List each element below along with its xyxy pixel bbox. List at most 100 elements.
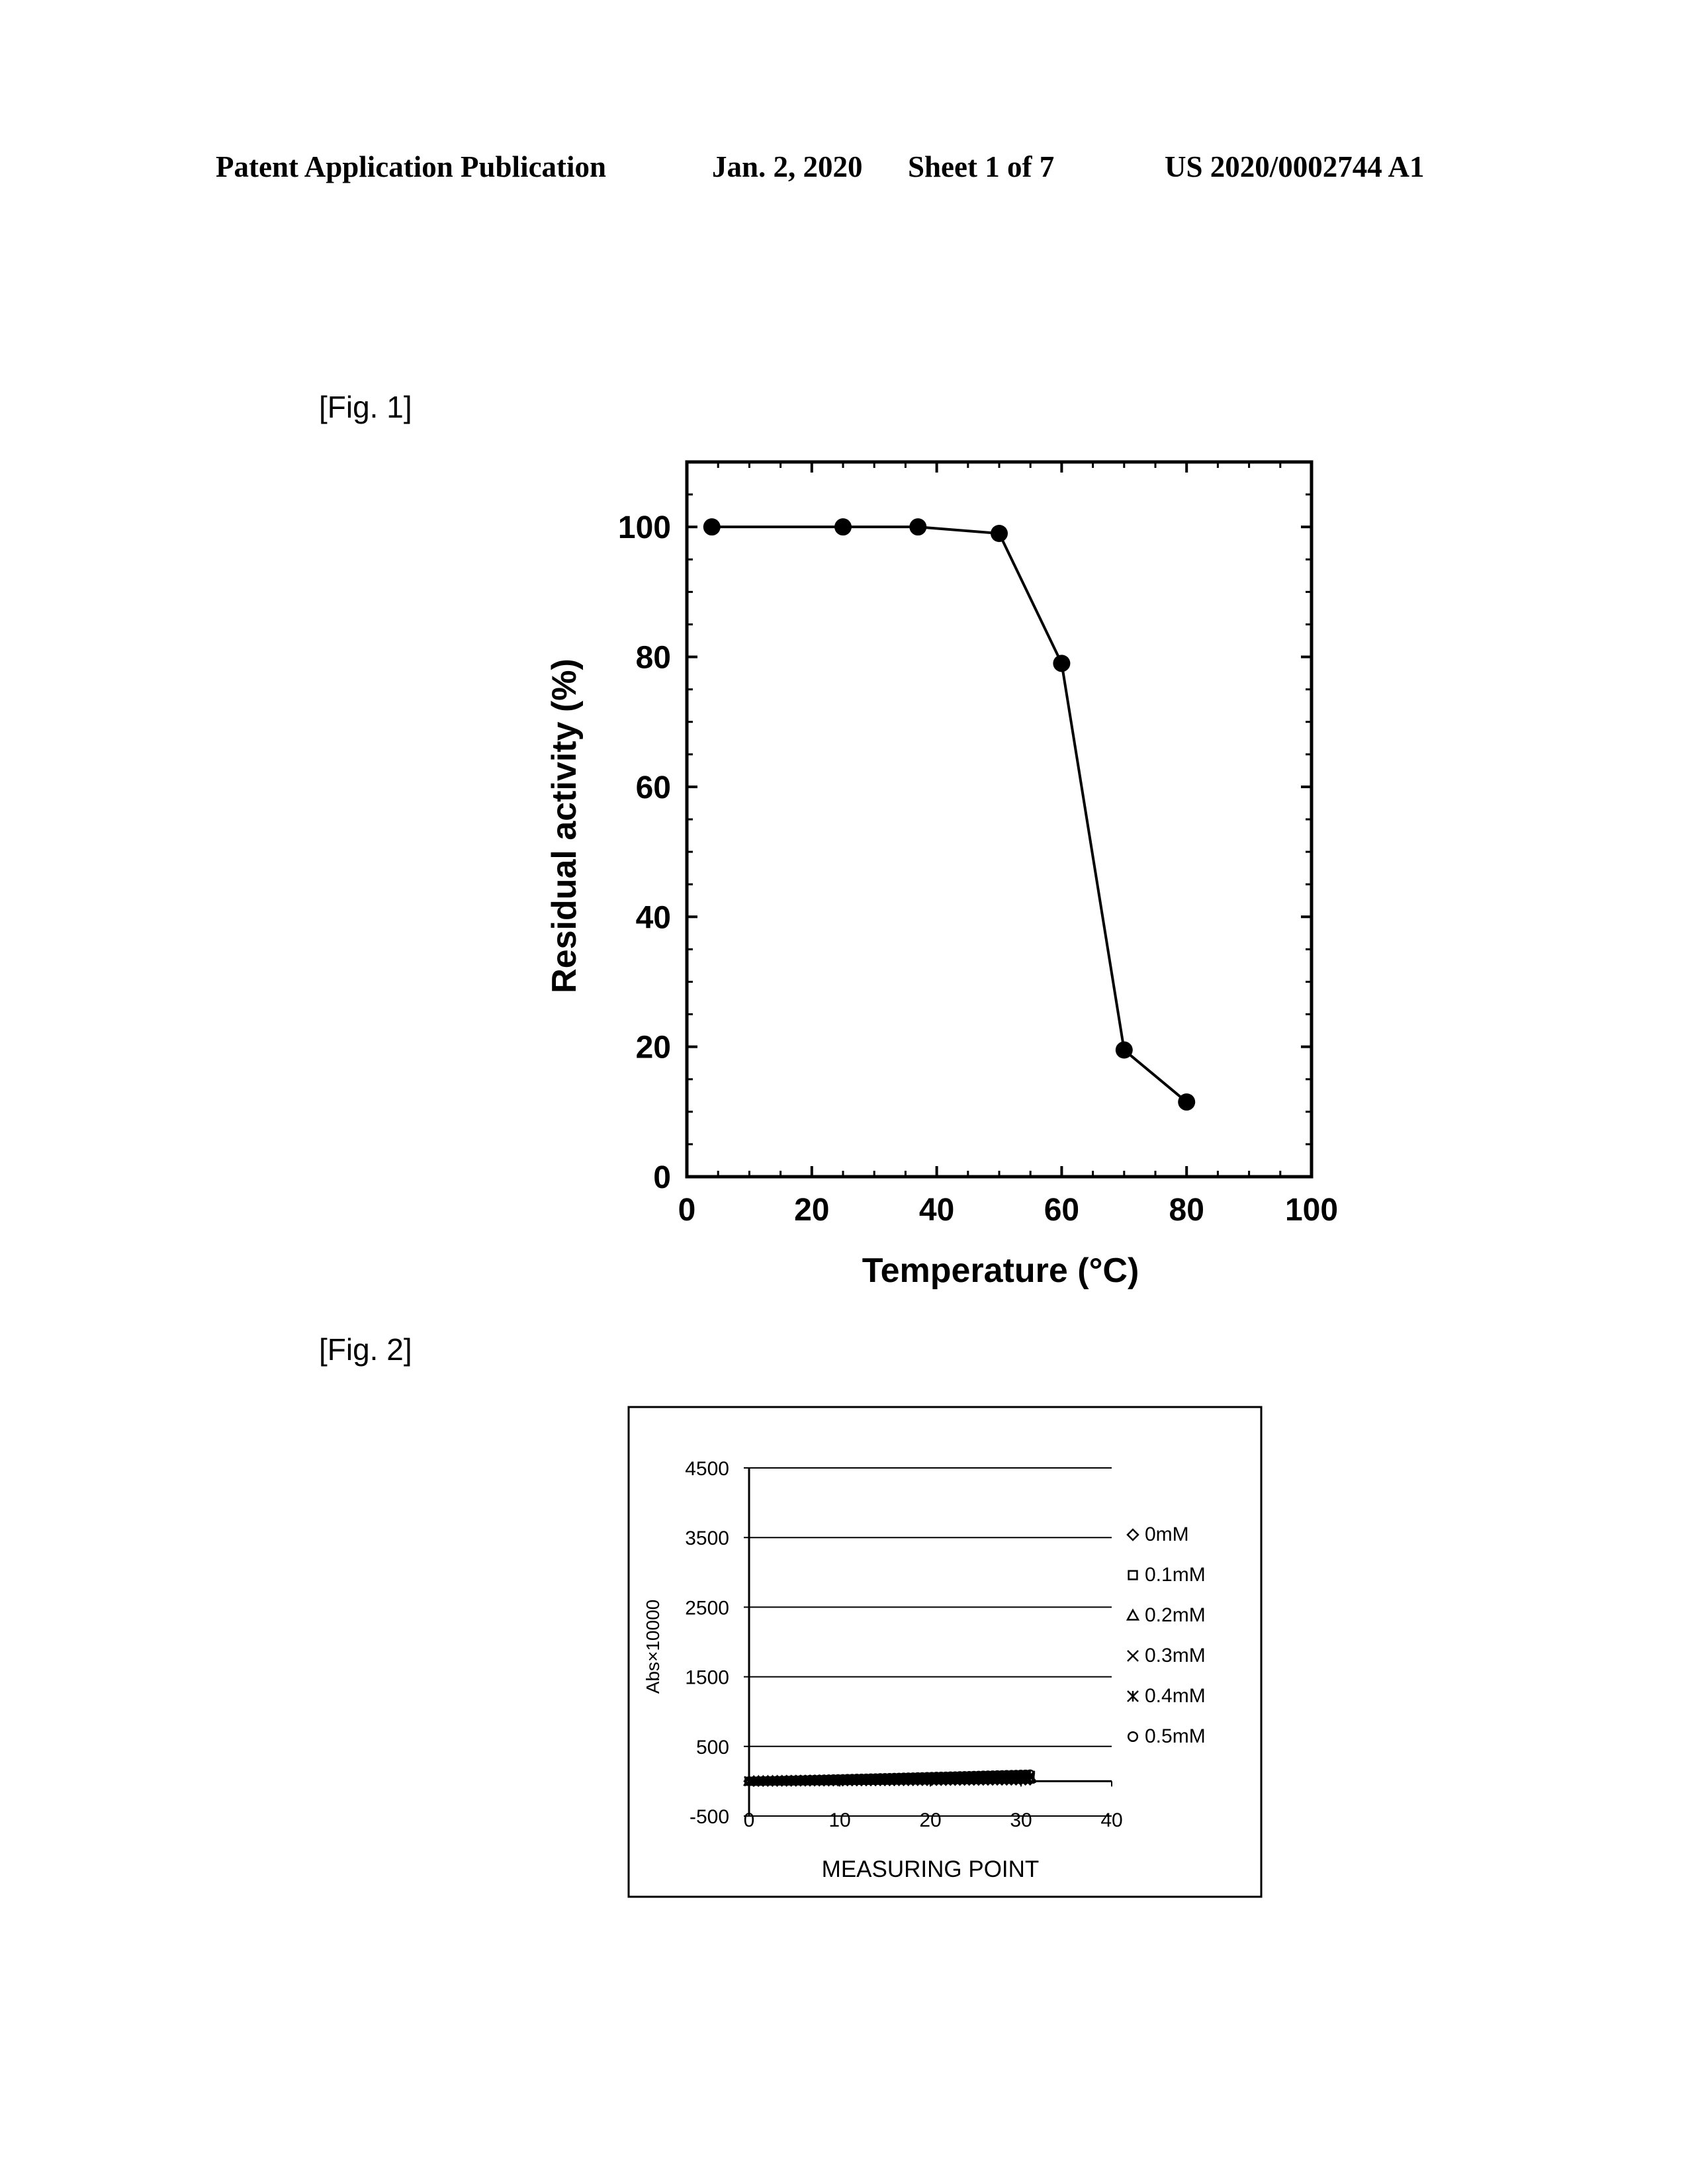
- fig1-y-tick-label: 40: [636, 900, 671, 935]
- fig2-legend-label: 0.4mM: [1145, 1685, 1206, 1707]
- fig2-data-point: [936, 1772, 946, 1782]
- fig1-x-tick-label: 20: [794, 1193, 829, 1228]
- fig2-data-point: [866, 1773, 876, 1784]
- fig1-y-tick-label: 80: [636, 641, 671, 676]
- fig2-data-point: [917, 1772, 928, 1782]
- fig2-data-point: [931, 1772, 942, 1782]
- fig2-legend: 0mM 0.1mM 0.2mM 0.3mM 0.4mM 0.5mM: [1126, 1524, 1206, 1747]
- fig2-data-point: [777, 1775, 787, 1786]
- fig2-data-point: [772, 1776, 782, 1786]
- fig2-data-point: [781, 1775, 791, 1786]
- fig1-label: [Fig. 1]: [319, 390, 412, 424]
- fig1-x-tick-label: 100: [1285, 1193, 1338, 1228]
- fig2-data-point: [978, 1770, 989, 1780]
- fig2-x-tick-label: 20: [919, 1809, 941, 1831]
- fig2-data-point: [748, 1776, 759, 1786]
- fig2-legend-marker: [1127, 1690, 1139, 1702]
- fig2-data-point: [809, 1774, 820, 1785]
- fig2-data-point: [758, 1776, 768, 1786]
- fig2-data-point: [964, 1770, 974, 1781]
- fig2-data-point: [955, 1771, 965, 1781]
- fig2-data-point: [959, 1771, 969, 1781]
- fig1-x-tick-label: 40: [919, 1193, 954, 1228]
- fig2-data-point: [824, 1774, 834, 1784]
- fig2-data-point: [852, 1774, 862, 1784]
- fig2-data-point: [908, 1772, 918, 1782]
- fig1-y-tick-label: 60: [636, 770, 671, 805]
- fig1-data-point: [909, 518, 927, 536]
- fig1-y-tick-label: 20: [636, 1030, 671, 1066]
- fig2-data-point: [899, 1772, 909, 1782]
- fig1-data-point: [703, 518, 721, 536]
- header-date: Jan. 2, 2020: [712, 150, 863, 183]
- fig2-data-point: [753, 1776, 764, 1786]
- fig2-data-point: [926, 1772, 937, 1782]
- fig2-data-point: [814, 1774, 825, 1784]
- fig2-x-tick-label: 10: [828, 1809, 850, 1831]
- fig2-y-tick-label: -500: [690, 1806, 729, 1828]
- fig2-data-point: [768, 1776, 778, 1786]
- fig2-data-point: [885, 1772, 895, 1783]
- fig2-legend-label: 0.5mM: [1145, 1725, 1206, 1747]
- fig2-legend-label: 0mM: [1145, 1524, 1189, 1545]
- fig2-x-axis-label: MEASURING POINT: [822, 1856, 1040, 1882]
- header-number: US 2020/0002744 A1: [1165, 150, 1425, 183]
- header-sheet: Sheet 1 of 7: [908, 150, 1055, 183]
- fig2-legend-marker: [1127, 1731, 1139, 1743]
- fig1-data-point: [991, 525, 1008, 542]
- fig2-data-point: [861, 1773, 871, 1784]
- fig2-data-point: [795, 1775, 806, 1785]
- fig2-data-point: [1020, 1769, 1030, 1780]
- fig1-y-axis-label: Residual activity (%): [545, 659, 584, 993]
- fig2-data-point: [791, 1775, 801, 1785]
- fig2-label: [Fig. 2]: [319, 1332, 412, 1367]
- fig2-data-point: [950, 1771, 960, 1781]
- fig1-data-point: [1115, 1041, 1133, 1059]
- fig2-data-point: [941, 1771, 951, 1782]
- fig2-data-point: [870, 1773, 881, 1783]
- fig2-data-point: [894, 1772, 904, 1782]
- fig2-data-point: [946, 1771, 956, 1782]
- fig2-data-point: [847, 1774, 857, 1784]
- fig2-data-point: [1016, 1770, 1026, 1780]
- fig2-data-point: [786, 1775, 796, 1786]
- fig2-data-point: [992, 1770, 1003, 1780]
- fig2-y-tick-label: 1500: [685, 1667, 729, 1689]
- fig2-legend-marker: [1126, 1608, 1140, 1621]
- fig2-y-tick-label: 4500: [685, 1458, 729, 1480]
- fig2-data-point: [819, 1774, 829, 1784]
- page-header: Patent Application Publication Jan. 2, 2…: [216, 150, 1460, 189]
- fig2-data-point: [763, 1776, 773, 1786]
- fig2-data-point: [903, 1772, 913, 1782]
- fig2-data-point: [880, 1773, 890, 1783]
- fig2-series: [742, 1769, 1036, 1788]
- fig1-x-tick-label: 0: [678, 1193, 696, 1228]
- fig2-data-point: [1002, 1770, 1012, 1780]
- fig2-data-point: [744, 1776, 754, 1786]
- fig1-ticks: 0 20 40 60 80 100 0 20 40 60 80 100: [618, 461, 1338, 1228]
- fig2-legend-marker: [1127, 1650, 1139, 1662]
- fig1-x-axis-label: Temperature (°C): [862, 1251, 1139, 1290]
- fig2-gridlines: [749, 1467, 1112, 1747]
- fig2-data-point: [983, 1770, 993, 1780]
- fig2-y-tick-label: 500: [696, 1737, 729, 1758]
- fig2-x-tick-label: 0: [744, 1809, 755, 1831]
- fig2-legend-label: 0.1mM: [1145, 1564, 1206, 1586]
- fig2-ticks: -500 500 1500 2500 3500 4500 0 10 20 30 40: [685, 1458, 1122, 1831]
- header-publication: Patent Application Publication: [216, 150, 607, 183]
- fig2-y-axis-label: Abs×10000: [643, 1600, 663, 1694]
- fig2-legend-marker: [1128, 1570, 1138, 1580]
- fig2-data-point: [987, 1770, 998, 1780]
- fig2-data-point: [922, 1772, 932, 1782]
- fig2-data-point: [856, 1773, 867, 1784]
- fig1-x-tick-label: 80: [1169, 1193, 1204, 1228]
- fig2-frame: [627, 1406, 1263, 1898]
- fig2-data-point: [1025, 1769, 1035, 1780]
- fig2-data-point: [889, 1772, 899, 1783]
- fig1-data-point: [1053, 655, 1071, 672]
- fig2-data-point: [842, 1774, 852, 1784]
- fig1-series: [703, 518, 1196, 1111]
- fig2-data-point: [997, 1770, 1007, 1780]
- fig1-data-point: [1178, 1093, 1196, 1111]
